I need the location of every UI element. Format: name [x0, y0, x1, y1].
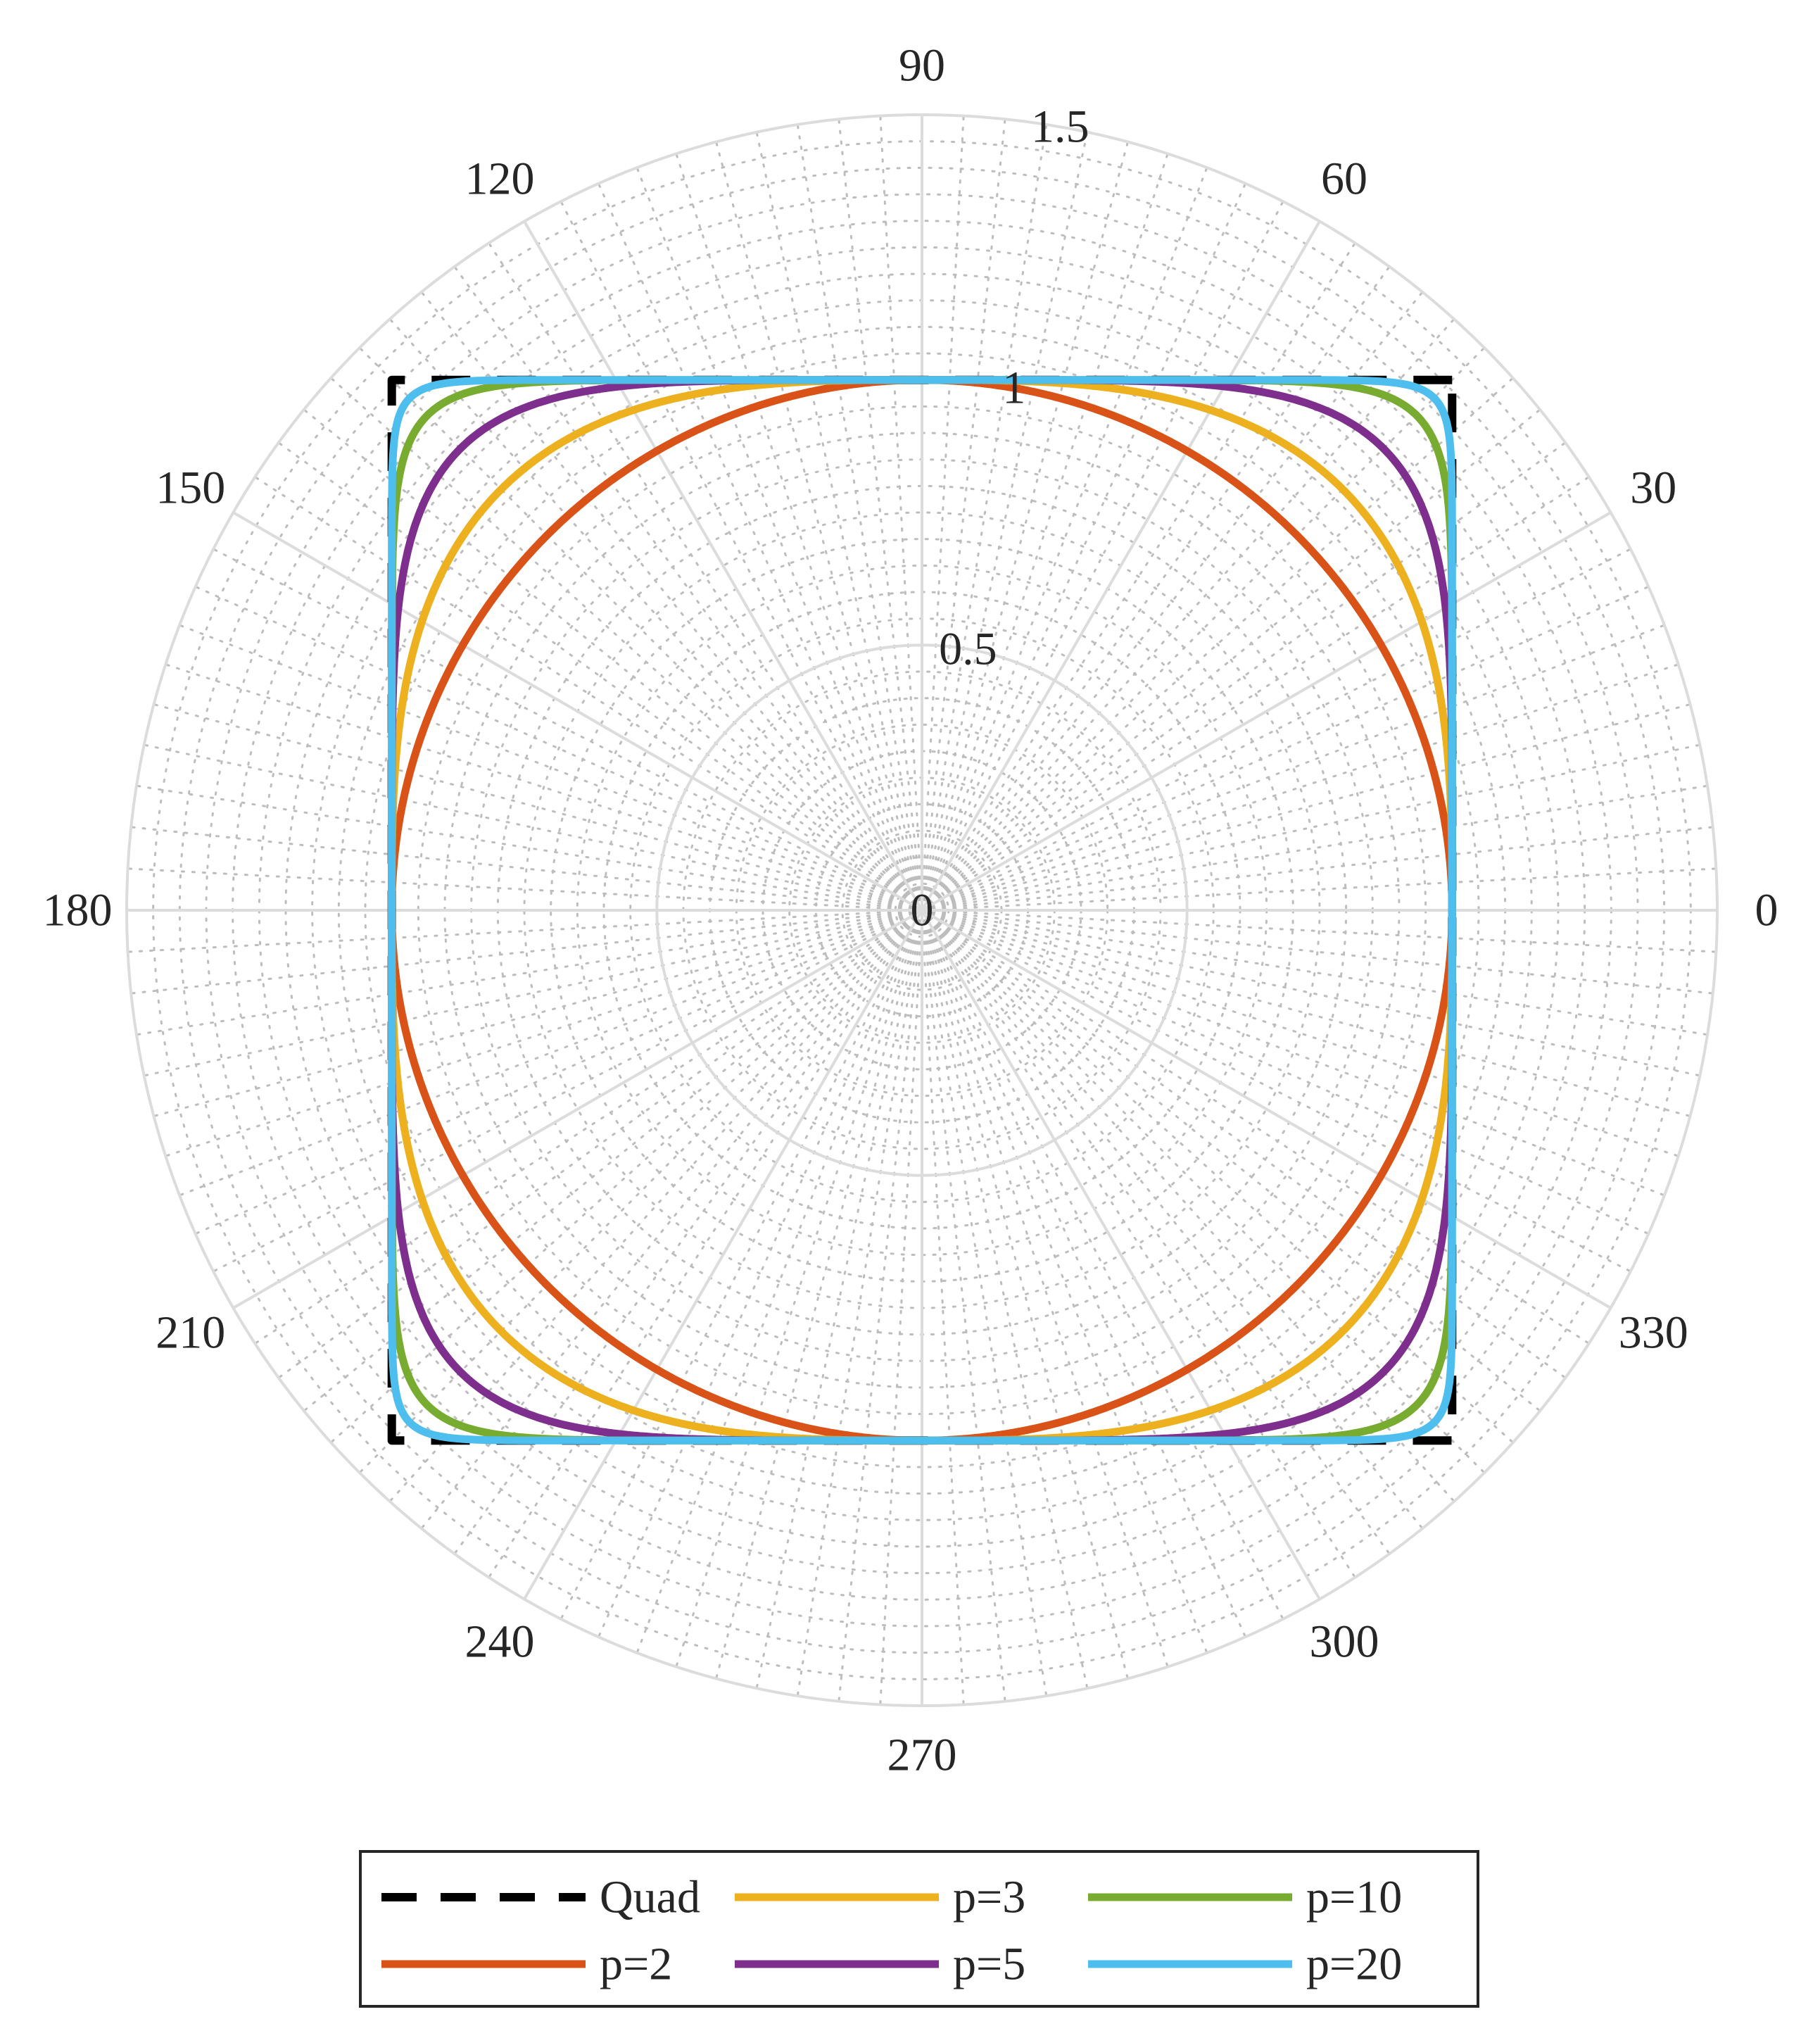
theta-tick-label: 60	[1321, 153, 1367, 204]
theta-tick-label: 120	[465, 153, 535, 204]
r-tick-label: 0	[911, 885, 934, 936]
major-grid-spoke	[232, 511, 923, 912]
series-line-p-20	[388, 376, 1456, 1445]
theta-tick-label: 30	[1630, 463, 1676, 514]
theta-tick-label: 180	[43, 885, 113, 936]
r-tick-labels: 0 0.5 1 1.5	[911, 101, 1089, 936]
legend-label: p=5	[953, 1939, 1025, 1990]
theta-tick-label: 330	[1619, 1307, 1688, 1359]
major-grid-spoke	[921, 909, 1321, 1600]
major-grid-spoke	[523, 909, 923, 1600]
major-grid-spoke	[921, 220, 1321, 912]
legend-box	[359, 1850, 1479, 2008]
theta-tick-label: 300	[1310, 1616, 1379, 1668]
legend-label: p=20	[1306, 1939, 1402, 1990]
theta-tick-label: 240	[465, 1616, 535, 1668]
series-layer	[387, 375, 1457, 1445]
legend: Quad p=2 p=3 p=5 p=10 p=20	[359, 1850, 1479, 2008]
legend-label: p=10	[1306, 1872, 1402, 1923]
theta-tick-label: 90	[899, 40, 945, 92]
theta-tick-label: 150	[156, 463, 225, 514]
legend-label: Quad	[600, 1872, 700, 1923]
r-tick-label: 1	[1002, 363, 1025, 414]
legend-label: p=2	[600, 1939, 672, 1990]
major-grid-spoke	[921, 909, 1612, 1309]
legend-label: p=3	[953, 1872, 1025, 1923]
major-grid-spoke	[921, 511, 1612, 912]
r-tick-label: 0.5	[939, 624, 997, 675]
theta-tick-label: 210	[156, 1307, 225, 1359]
major-grid-spoke	[523, 220, 923, 912]
theta-tick-label: 270	[887, 1730, 957, 1781]
major-grid-spoke	[232, 909, 923, 1309]
r-tick-label: 1.5	[1031, 101, 1089, 153]
theta-tick-label: 0	[1755, 885, 1778, 936]
theta-tick-labels: 0 30 60 90 120 150 180 210 240 270 300 330	[43, 40, 1778, 1781]
